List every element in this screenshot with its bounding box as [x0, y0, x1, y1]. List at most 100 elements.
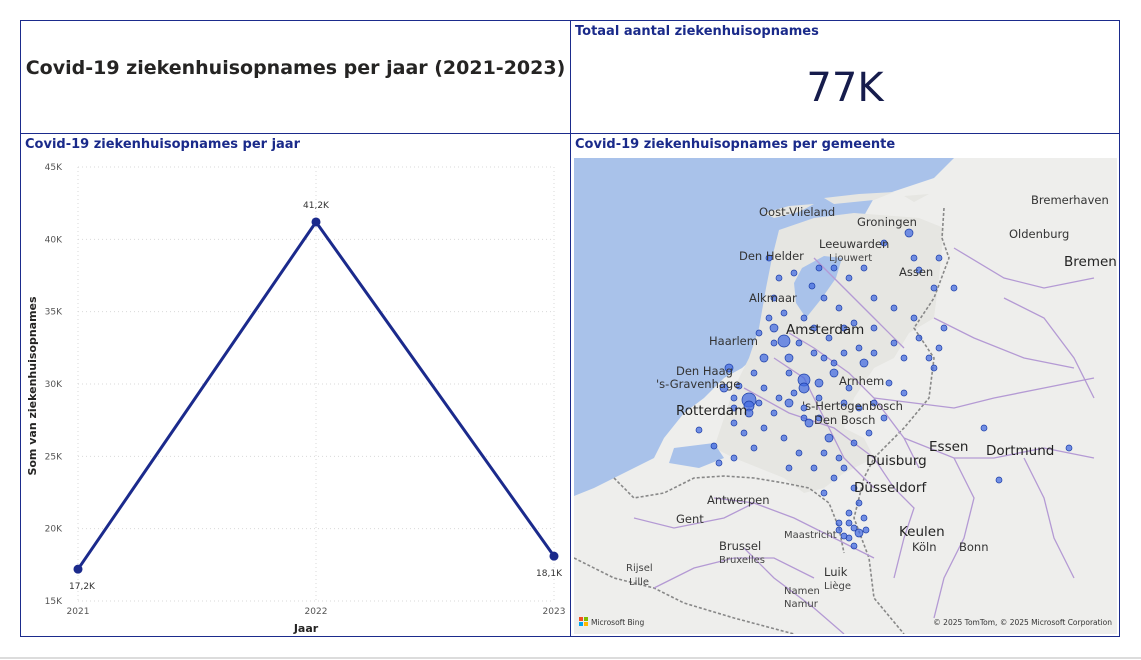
municipality-bubble[interactable] [935, 254, 943, 262]
municipality-bubble[interactable] [862, 526, 870, 534]
municipality-bubble[interactable] [790, 389, 798, 397]
municipality-bubble[interactable] [784, 398, 794, 408]
municipality-bubble[interactable] [815, 394, 823, 402]
data-point[interactable] [73, 564, 83, 574]
municipality-bubble[interactable] [775, 274, 783, 282]
municipality-bubble[interactable] [769, 323, 779, 333]
municipality-bubble[interactable] [855, 344, 863, 352]
line-chart-visual[interactable]: Covid-19 ziekenhuisopnames per jaar 15K 2… [20, 133, 571, 637]
municipality-bubble[interactable] [870, 399, 878, 407]
municipality-bubble[interactable] [890, 339, 898, 347]
municipality-bubble[interactable] [798, 382, 810, 394]
municipality-bubble[interactable] [925, 354, 933, 362]
municipality-bubble[interactable] [880, 414, 888, 422]
municipality-bubble[interactable] [710, 442, 718, 450]
municipality-bubble[interactable] [840, 349, 848, 357]
municipality-bubble[interactable] [855, 499, 863, 507]
municipality-bubble[interactable] [910, 314, 918, 322]
municipality-bubble[interactable] [845, 274, 853, 282]
municipality-bubble[interactable] [865, 429, 873, 437]
municipality-bubble[interactable] [800, 414, 808, 422]
municipality-bubble[interactable] [730, 394, 738, 402]
municipality-bubble[interactable] [850, 524, 858, 532]
municipality-bubble[interactable] [995, 476, 1003, 484]
municipality-bubble[interactable] [835, 519, 843, 527]
municipality-bubble[interactable] [815, 264, 823, 272]
municipality-bubble[interactable] [840, 532, 848, 540]
municipality-bubble[interactable] [775, 394, 783, 402]
municipality-bubble[interactable] [850, 542, 858, 550]
municipality-bubble[interactable] [904, 228, 914, 238]
municipality-bubble[interactable] [829, 368, 839, 378]
municipality-bubble[interactable] [750, 444, 758, 452]
municipality-bubble[interactable] [835, 304, 843, 312]
municipality-bubble[interactable] [808, 282, 816, 290]
municipality-bubble[interactable] [930, 284, 938, 292]
municipality-bubble[interactable] [760, 424, 768, 432]
municipality-bubble[interactable] [910, 254, 918, 262]
municipality-bubble[interactable] [755, 399, 763, 407]
municipality-bubble[interactable] [804, 418, 814, 428]
data-point[interactable] [311, 217, 321, 227]
municipality-bubble[interactable] [815, 414, 823, 422]
municipality-bubble[interactable] [785, 369, 793, 377]
municipality-bubble[interactable] [777, 334, 791, 348]
municipality-bubble[interactable] [859, 358, 869, 368]
municipality-bubble[interactable] [845, 519, 853, 527]
municipality-bubble[interactable] [885, 379, 893, 387]
municipality-bubble[interactable] [820, 354, 828, 362]
municipality-bubble[interactable] [765, 254, 773, 262]
municipality-bubble[interactable] [780, 434, 788, 442]
municipality-bubble[interactable] [835, 526, 843, 534]
municipality-bubble[interactable] [845, 384, 853, 392]
municipality-bubble[interactable] [820, 489, 828, 497]
municipality-bubble[interactable] [860, 264, 868, 272]
municipality-bubble[interactable] [850, 319, 858, 327]
municipality-bubble[interactable] [825, 334, 833, 342]
municipality-bubble[interactable] [730, 419, 738, 427]
municipality-bubble[interactable] [750, 369, 758, 377]
municipality-bubble[interactable] [765, 314, 773, 322]
municipality-bubble[interactable] [784, 353, 794, 363]
municipality-bubble[interactable] [870, 294, 878, 302]
line-chart-svg[interactable]: 15K 20K 25K 30K 35K 40K 45K 2021 2022 2023 17,2K… [21, 134, 570, 636]
municipality-bubble[interactable] [940, 324, 948, 332]
municipality-bubble[interactable] [935, 344, 943, 352]
municipality-bubble[interactable] [759, 353, 769, 363]
municipality-bubble[interactable] [795, 449, 803, 457]
municipality-bubble[interactable] [770, 409, 778, 417]
municipality-bubble[interactable] [930, 364, 938, 372]
municipality-bubble[interactable] [840, 399, 848, 407]
municipality-bubble[interactable] [855, 404, 863, 412]
municipality-bubble[interactable] [1065, 444, 1073, 452]
municipality-bubble[interactable] [870, 349, 878, 357]
municipality-bubble[interactable] [870, 324, 878, 332]
municipality-bubble[interactable] [824, 433, 834, 443]
municipality-bubble[interactable] [785, 464, 793, 472]
kpi-card[interactable]: Totaal aantal ziekenhuisopnames 77K [570, 20, 1120, 134]
municipality-bubble[interactable] [915, 334, 923, 342]
municipality-bubble[interactable] [830, 474, 838, 482]
municipality-bubble[interactable] [915, 266, 923, 274]
municipality-bubble[interactable] [810, 349, 818, 357]
municipality-bubble[interactable] [880, 239, 888, 247]
municipality-bubble[interactable] [790, 269, 798, 277]
municipality-bubble[interactable] [980, 424, 988, 432]
municipality-bubble[interactable] [900, 354, 908, 362]
municipality-bubble[interactable] [780, 309, 788, 317]
municipality-bubble[interactable] [890, 304, 898, 312]
municipality-bubble[interactable] [814, 378, 824, 388]
municipality-bubble[interactable] [724, 363, 734, 373]
municipality-bubble[interactable] [820, 449, 828, 457]
municipality-bubbles[interactable] [695, 228, 1073, 550]
municipality-bubble[interactable] [820, 294, 828, 302]
chart-series[interactable] [73, 217, 559, 574]
municipality-bubble[interactable] [860, 514, 868, 522]
municipality-bubble[interactable] [730, 454, 738, 462]
municipality-bubble[interactable] [795, 339, 803, 347]
municipality-bubble[interactable] [800, 404, 808, 412]
municipality-bubble[interactable] [830, 359, 838, 367]
map-canvas[interactable]: Oost-Vlieland Groningen Bremerhaven Leeu… [574, 158, 1117, 634]
municipality-bubble[interactable] [755, 329, 763, 337]
municipality-bubble[interactable] [770, 294, 778, 302]
